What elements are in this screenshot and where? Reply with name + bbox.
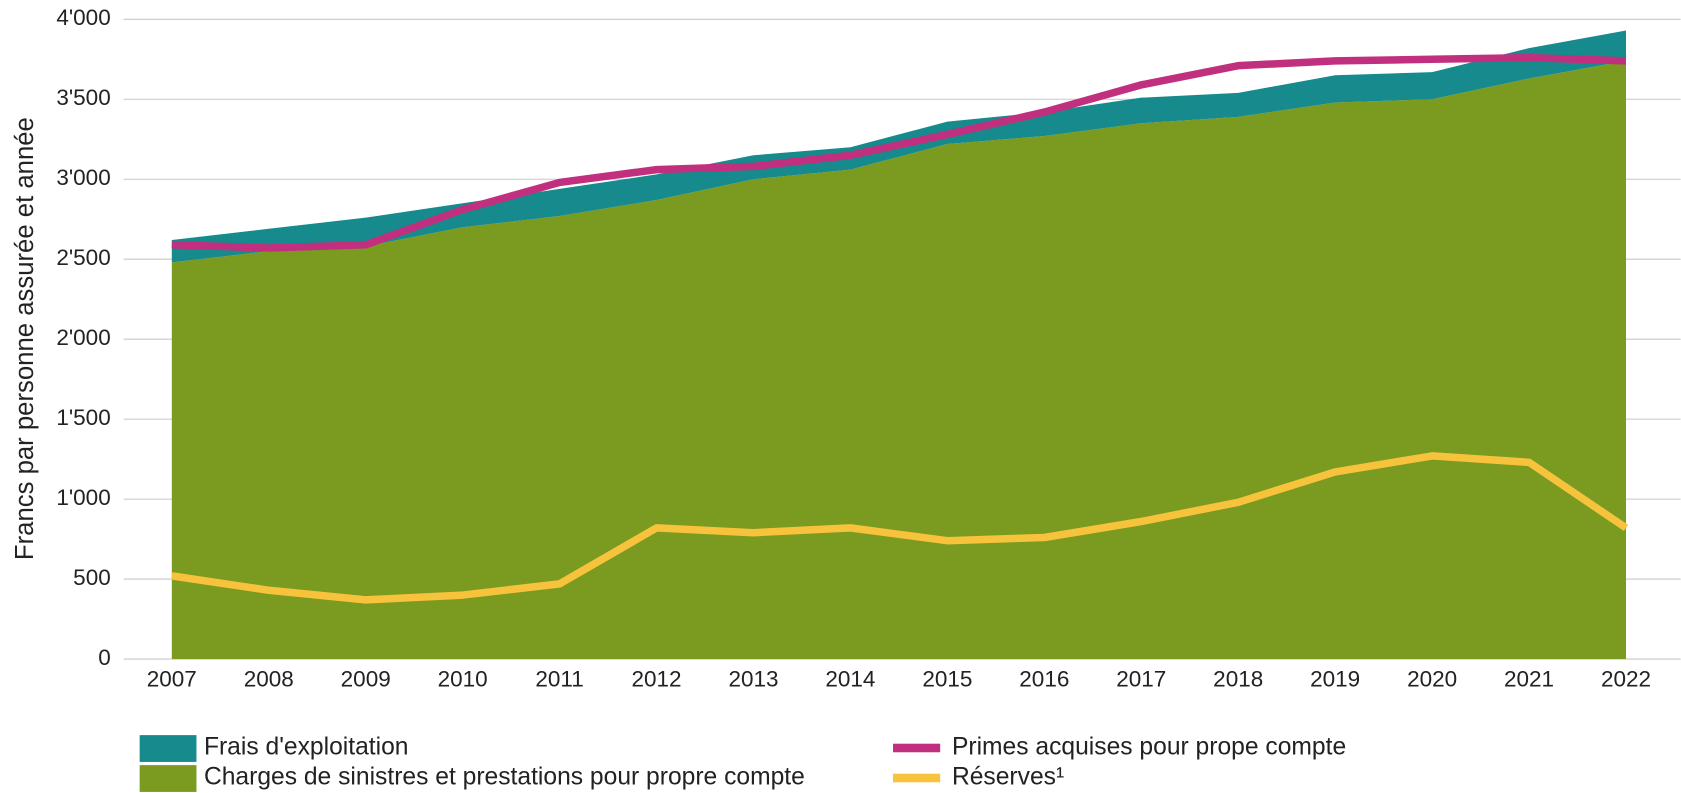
legend-swatch [893,773,941,783]
y-tick-label: 1'000 [56,485,110,510]
x-tick-label: 2012 [632,666,682,691]
x-tick-label: 2014 [825,666,875,691]
x-tick-label: 2009 [341,666,391,691]
x-tick-label: 2021 [1504,666,1554,691]
x-tick-label: 2007 [147,666,197,691]
y-tick-label: 0 [98,645,111,670]
legend-swatch [139,735,197,762]
legend-swatch [893,743,941,753]
y-axis-label: Francs par personne assurée et année [11,117,39,560]
x-tick-label: 2017 [1116,666,1166,691]
x-tick-label: 2018 [1213,666,1263,691]
x-tick-label: 2016 [1019,666,1069,691]
y-tick-label: 500 [73,565,111,590]
y-tick-label: 2'000 [56,325,110,350]
y-tick-label: 3'000 [56,165,110,190]
legend-label: Primes acquises pour prope compte [952,734,1346,761]
legend-label: Charges de sinistres et prestations pour… [204,764,805,791]
legend-label: Frais d'exploitation [204,734,409,761]
area [171,60,1626,660]
x-tick-label: 2011 [535,666,583,691]
line [171,53,1627,252]
legend-swatch [139,765,197,792]
y-tick-label: 3'500 [56,85,110,110]
y-tick-label: 2'500 [56,245,110,270]
y-tick-label: 4'000 [56,5,110,30]
x-tick-label: 2020 [1407,666,1457,691]
x-tick-label: 2022 [1601,666,1651,691]
y-tick-label: 1'500 [56,405,110,430]
x-tick-label: 2010 [438,666,488,691]
x-tick-label: 2019 [1310,666,1360,691]
line [171,452,1629,604]
x-tick-label: 2013 [728,666,778,691]
legend-label: Réserves¹ [952,764,1064,791]
x-tick-label: 2015 [922,666,972,691]
x-tick-label: 2008 [244,666,294,691]
